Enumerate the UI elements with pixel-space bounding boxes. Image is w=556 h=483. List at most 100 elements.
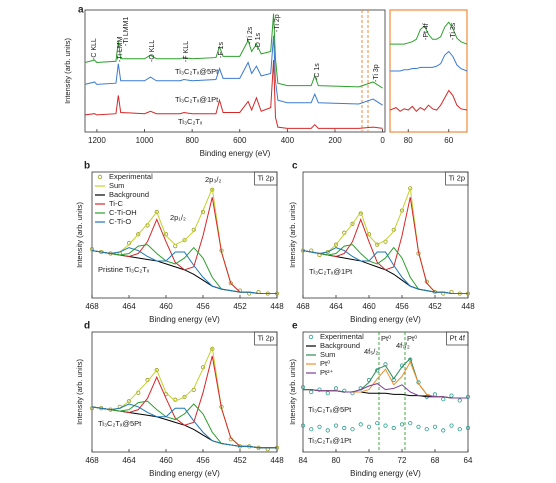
data-point <box>350 427 355 432</box>
data-point <box>399 208 405 213</box>
panel-tag-box <box>446 331 469 346</box>
legend-label: Pt²⁺ <box>320 368 334 377</box>
data-point <box>375 421 380 426</box>
series-line <box>302 197 468 295</box>
x-tick-label: 464 <box>329 302 343 311</box>
peak-label: -Ti 2s <box>247 26 254 44</box>
panel-letter: b <box>84 161 90 172</box>
annotation: Ti₃C₂Tₓ@1Pt <box>309 267 353 276</box>
x-tick-label: 448 <box>461 302 475 311</box>
panel-letter: c <box>292 161 298 172</box>
data-point <box>350 221 355 226</box>
x-axis-label: Binding energy (eV) <box>200 149 271 158</box>
x-tick-label: 200 <box>328 136 342 145</box>
series-label: Ti₃C₂Tₓ <box>178 117 203 126</box>
legend-label: Background <box>320 341 360 350</box>
x-tick-label: 80 <box>404 136 413 145</box>
annotation: 4f₅/₂ <box>364 347 378 356</box>
series-line <box>84 59 383 129</box>
data-point <box>126 399 132 404</box>
legend-label: Experimental <box>320 332 364 341</box>
legend-label: C-Ti-OH <box>109 208 137 217</box>
reference-label: Pt⁰ <box>407 334 417 343</box>
data-point <box>358 422 363 427</box>
series-line <box>303 383 468 399</box>
peak-label: -O KLL <box>149 40 156 62</box>
x-tick-label: 448 <box>270 456 284 465</box>
peak-label: -Ti 3p <box>373 64 380 82</box>
series-line <box>84 13 383 89</box>
annotation: 2p₁/₂ <box>170 213 186 222</box>
x-tick-label: 464 <box>122 302 136 311</box>
x-tick-label: 72 <box>398 456 407 465</box>
legend-label: Pt⁰ <box>320 359 330 368</box>
peak-label: -C KLL <box>91 38 98 60</box>
plot-frame <box>91 331 278 453</box>
x-axis-label: Binding energy (eV) <box>149 315 220 324</box>
y-axis-label: Intensity (arb. units) <box>75 359 84 425</box>
plot-frame <box>84 9 386 133</box>
x-tick-label: 456 <box>196 456 210 465</box>
x-tick-label: 448 <box>270 302 284 311</box>
data-point <box>309 389 314 395</box>
x-axis-label: Binding energy (eV) <box>350 469 421 478</box>
x-tick-label: 80 <box>332 456 341 465</box>
data-point <box>325 428 330 433</box>
x-tick-label: 456 <box>395 302 409 311</box>
data-point <box>89 406 95 411</box>
peak-label: -Ti LMM1 <box>123 17 130 46</box>
y-axis-label: Intensity (arb. units) <box>63 38 72 104</box>
x-tick-label: 456 <box>196 302 210 311</box>
x-axis-label: Binding energy (eV) <box>350 315 421 324</box>
data-point <box>432 424 438 429</box>
legend-marker <box>308 334 314 340</box>
data-point <box>333 242 339 247</box>
panel-tag-box <box>254 171 278 186</box>
x-tick-label: 460 <box>362 302 376 311</box>
peak-label: -Ti LMM <box>117 36 124 62</box>
data-point <box>325 391 330 396</box>
data-point <box>317 424 322 429</box>
annotation: 4f₇/₂ <box>396 341 410 350</box>
x-tick-label: 600 <box>233 136 247 145</box>
data-point <box>457 398 462 403</box>
legend-label: Ti-C <box>109 199 123 208</box>
series-line <box>302 188 468 295</box>
x-tick-label: 60 <box>444 136 453 145</box>
series-line <box>390 21 468 45</box>
peak-label: -Pt 4f <box>423 23 430 40</box>
x-tick-label: 452 <box>233 302 247 311</box>
legend-label: Sum <box>109 181 124 190</box>
reference-label: Pt⁰ <box>381 334 391 343</box>
legend-label: Sum <box>320 350 335 359</box>
peak-label: -O 1s <box>255 32 262 50</box>
x-tick-label: 452 <box>428 302 442 311</box>
y-axis-label: Intensity (arb. units) <box>288 359 297 425</box>
data-point <box>408 421 413 426</box>
panel-tag: Ti 2p <box>449 173 465 182</box>
data-point <box>424 427 429 432</box>
x-tick-label: 68 <box>431 456 440 465</box>
data-point <box>333 386 339 391</box>
annotation: Pristine Ti₃C₂Tₓ <box>98 265 150 274</box>
plot-frame <box>302 331 469 453</box>
x-tick-label: 0 <box>380 136 385 145</box>
series-line <box>84 35 383 106</box>
data-point <box>154 209 159 215</box>
x-tick-label: 800 <box>185 136 199 145</box>
x-axis-label: Binding energy (eV) <box>149 469 220 478</box>
peak-label: -F KLL <box>183 41 190 62</box>
annotation: Ti₃C₂Tₓ@1Pt <box>308 436 352 445</box>
x-tick-label: 400 <box>281 136 295 145</box>
panel-letter: a <box>78 5 84 16</box>
legend-marker <box>97 174 103 180</box>
data-point <box>383 423 388 428</box>
series-line <box>389 89 468 112</box>
data-point <box>441 428 446 433</box>
series-line <box>91 247 277 295</box>
legend-label: C-Ti-O <box>109 217 131 226</box>
peak-label: -C 1s <box>314 63 321 80</box>
x-tick-label: 64 <box>464 456 473 465</box>
